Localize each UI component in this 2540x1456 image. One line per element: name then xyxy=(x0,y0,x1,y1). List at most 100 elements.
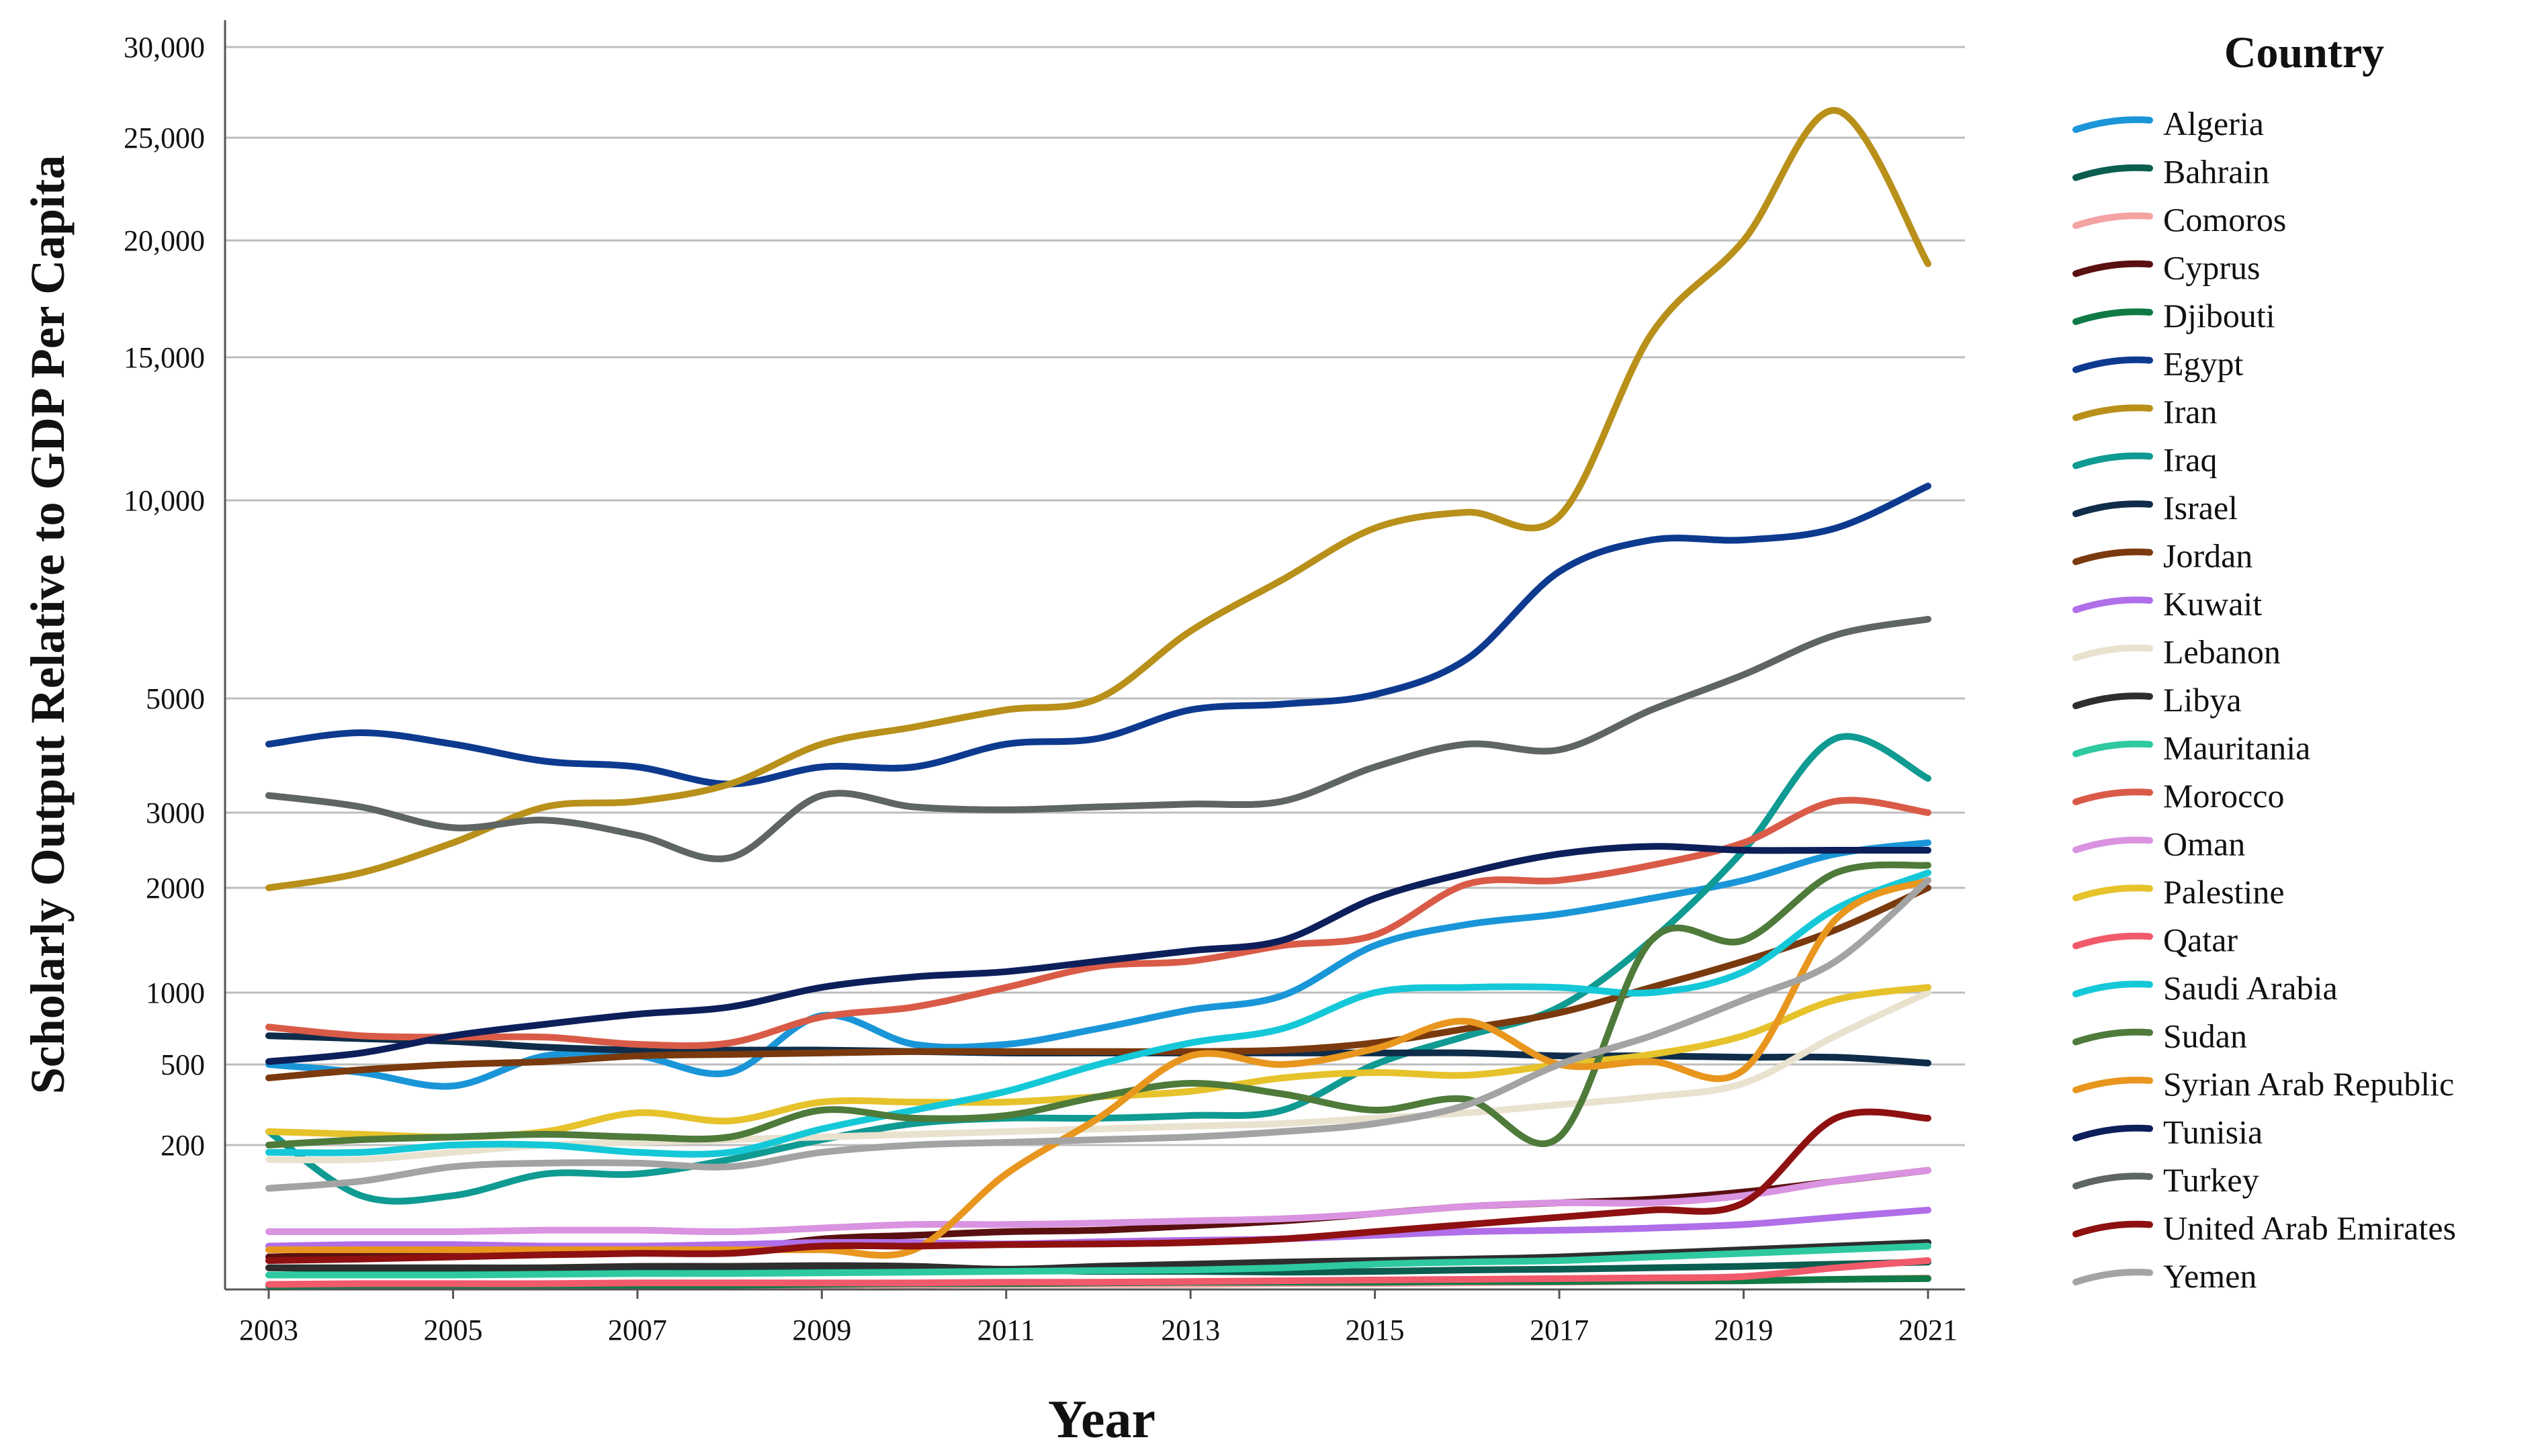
legend-swatch xyxy=(2072,596,2153,613)
series-line-iraq xyxy=(265,733,1931,1205)
legend-swatch xyxy=(2072,308,2153,325)
series-line-mauritania xyxy=(265,1242,1931,1279)
legend-item-united-arab-emirates: United Arab Emirates xyxy=(2072,1210,2456,1247)
legend-label: Libya xyxy=(2163,681,2242,719)
legend-item-comoros: Comoros xyxy=(2072,201,2286,238)
y-tick-label: 1000 xyxy=(146,976,205,1009)
legend-label: Turkey xyxy=(2163,1161,2259,1199)
legend-swatch xyxy=(2072,116,2153,133)
series-line-sudan xyxy=(265,861,1931,1148)
legend-item-cyprus: Cyprus xyxy=(2072,249,2260,287)
series-line-qatar xyxy=(265,1257,1931,1288)
legend-item-oman: Oman xyxy=(2072,825,2245,863)
legend-swatch xyxy=(2072,356,2153,373)
series-line-libya xyxy=(265,1239,1931,1273)
legend-swatch xyxy=(2072,1173,2153,1189)
legend-swatch xyxy=(2072,740,2153,758)
y-tick-label: 500 xyxy=(161,1048,205,1081)
legend-title: Country xyxy=(2224,28,2384,77)
series-line-jordan xyxy=(265,884,1931,1081)
series-line-syrian-arab-republic xyxy=(265,876,1931,1259)
y-axis-ticks: 200 500 1000 2000 3000 5000 10,000 15,000 20,000… xyxy=(124,31,205,1162)
legend-swatch xyxy=(2072,692,2153,709)
y-tick-label: 5000 xyxy=(146,682,205,715)
y-tick-label: 2000 xyxy=(146,872,205,905)
legend-item-syrian-arab-republic: Syrian Arab Republic xyxy=(2072,1065,2454,1103)
legend-label: Comoros xyxy=(2163,201,2286,238)
legend-label: Iran xyxy=(2163,393,2218,430)
legend-item-sudan: Sudan xyxy=(2072,1017,2247,1055)
legend-label: Qatar xyxy=(2163,921,2238,959)
legend-item-palestine: Palestine xyxy=(2072,873,2285,911)
legend-swatch xyxy=(2072,1124,2153,1142)
legend-item-qatar: Qatar xyxy=(2072,921,2238,959)
legend-item-turkey: Turkey xyxy=(2072,1161,2259,1199)
series-lines xyxy=(265,107,1931,1289)
legend-item-kuwait: Kuwait xyxy=(2072,585,2262,623)
series-line-yemen xyxy=(265,876,1931,1192)
series-line-saudi-arabia xyxy=(265,869,1931,1158)
legend-label: Palestine xyxy=(2163,873,2285,911)
x-tick-label: 2005 xyxy=(423,1314,482,1347)
legend-item-yemen: Yemen xyxy=(2072,1257,2257,1295)
legend-swatch xyxy=(2072,500,2153,517)
legend-swatch xyxy=(2072,981,2153,997)
legend-item-mauritania: Mauritania xyxy=(2072,729,2310,767)
legend-swatch xyxy=(2072,932,2153,950)
legend-swatch xyxy=(2072,212,2153,229)
legend-label: Jordan xyxy=(2163,537,2252,575)
legend-label: Yemen xyxy=(2163,1257,2257,1295)
y-tick-label: 3000 xyxy=(146,797,205,829)
series-line-oman xyxy=(265,1167,1931,1236)
legend-label: Oman xyxy=(2163,825,2245,863)
legend-item-morocco: Morocco xyxy=(2072,777,2285,815)
legend-label: Tunisia xyxy=(2163,1113,2263,1151)
y-tick-label: 200 xyxy=(161,1129,205,1162)
legend-swatch xyxy=(2072,884,2153,901)
y-tick-label: 10,000 xyxy=(124,484,205,517)
x-tick-label: 2015 xyxy=(1346,1314,1405,1347)
legend-swatch xyxy=(2072,1028,2153,1046)
x-tick-label: 2009 xyxy=(792,1314,851,1347)
legend-label: Iraq xyxy=(2163,441,2218,479)
legend-label: Djibouti xyxy=(2163,297,2275,334)
legend-label: Kuwait xyxy=(2163,585,2262,623)
legend-item-israel: Israel xyxy=(2072,489,2238,527)
x-axis-ticks: 2003 2005 2007 2009 2011 2013 2015 2017 2019 2021 xyxy=(239,1289,1958,1347)
series-line-tunisia xyxy=(265,843,1931,1065)
legend-swatch xyxy=(2072,1269,2153,1285)
y-tick-label: 15,000 xyxy=(124,341,205,374)
legend-swatch xyxy=(2072,1077,2153,1093)
series-line-morocco xyxy=(265,797,1931,1050)
series-line-turkey xyxy=(265,616,1931,862)
x-tick-label: 2013 xyxy=(1161,1314,1220,1347)
legend-label: Mauritania xyxy=(2163,729,2310,767)
legend-label: Saudi Arabia xyxy=(2163,969,2338,1007)
legend-item-saudi-arabia: Saudi Arabia xyxy=(2072,969,2338,1007)
legend-swatch xyxy=(2072,260,2153,277)
legend-swatch xyxy=(2072,548,2153,565)
legend-label: Bahrain xyxy=(2163,153,2269,191)
legend-item-lebanon: Lebanon xyxy=(2072,633,2281,671)
legend-label: Sudan xyxy=(2163,1017,2247,1055)
x-tick-label: 2011 xyxy=(977,1314,1035,1347)
legend-swatch xyxy=(2072,452,2153,469)
x-tick-label: 2007 xyxy=(608,1314,667,1347)
legend-item-jordan: Jordan xyxy=(2072,537,2252,575)
legend-items: Algeria Bahrain Comoros Cyprus Djibouti Egypt… xyxy=(2072,105,2456,1295)
legend-label: Lebanon xyxy=(2163,633,2281,671)
legend-swatch xyxy=(2072,1220,2153,1238)
legend-item-iran: Iran xyxy=(2072,393,2218,430)
legend-label: Algeria xyxy=(2163,105,2264,142)
y-tick-label: 25,000 xyxy=(124,122,205,154)
legend-item-bahrain: Bahrain xyxy=(2072,153,2269,191)
y-axis-title: Scholarly Output Relative to GDP Per Cap… xyxy=(21,155,75,1095)
series-line-iran xyxy=(265,107,1931,891)
x-tick-label: 2017 xyxy=(1530,1314,1589,1347)
legend-item-libya: Libya xyxy=(2072,681,2242,719)
y-tick-label: 30,000 xyxy=(124,31,205,64)
legend-swatch xyxy=(2072,836,2153,854)
x-tick-label: 2003 xyxy=(239,1314,298,1347)
legend-label: Israel xyxy=(2163,489,2238,527)
legend-item-tunisia: Tunisia xyxy=(2072,1113,2263,1151)
